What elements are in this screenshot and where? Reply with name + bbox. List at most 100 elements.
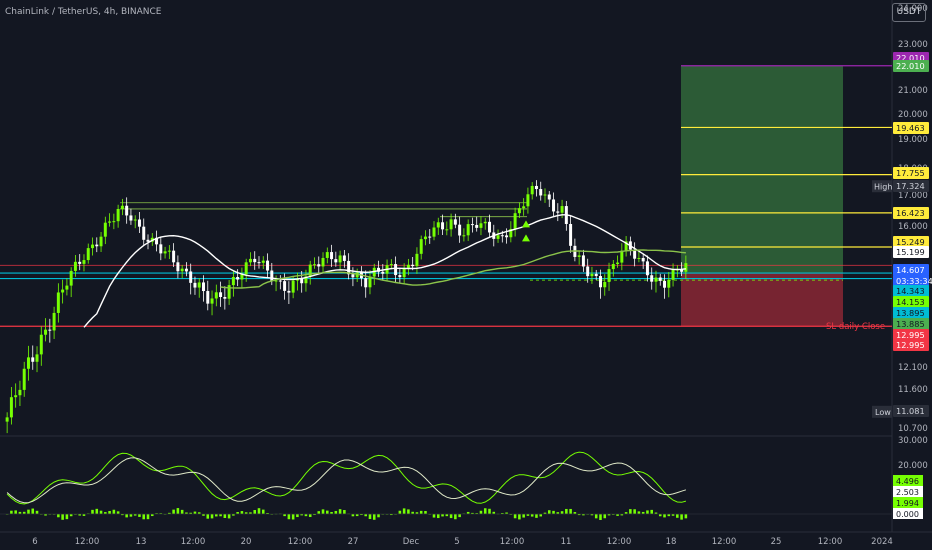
- candle-body: [82, 260, 86, 264]
- indicator-badge-bg: [893, 486, 923, 497]
- histogram-bar: [31, 508, 35, 514]
- candle-body: [586, 266, 590, 277]
- histogram-bar: [594, 514, 598, 519]
- candle-body: [291, 280, 295, 293]
- candle-body: [304, 276, 308, 284]
- histogram-bar: [61, 514, 64, 520]
- histogram-bar: [185, 512, 188, 514]
- candle-body: [505, 235, 509, 238]
- sl-annotation: SL daily Close: [826, 322, 885, 332]
- candle-body: [355, 272, 359, 278]
- candle-body: [483, 221, 487, 224]
- candle-body: [129, 215, 133, 221]
- indicator-axis-tick: 20.000: [898, 461, 928, 471]
- candle-body: [176, 262, 180, 272]
- histogram-bar: [641, 511, 645, 514]
- candle-body: [202, 282, 205, 292]
- histogram-bar: [658, 514, 662, 517]
- candle-body: [419, 239, 423, 254]
- candle-body: [223, 296, 227, 299]
- histogram-bar: [10, 510, 13, 514]
- histogram-bar: [95, 508, 99, 514]
- histogram-bar: [547, 510, 551, 514]
- histogram-bar: [172, 509, 175, 514]
- candle-body: [522, 206, 526, 209]
- candle-body: [283, 281, 287, 291]
- histogram-bar: [530, 514, 534, 517]
- candle-body: [462, 235, 466, 237]
- histogram-bar: [287, 514, 291, 520]
- histogram-bar: [22, 511, 26, 514]
- histogram-bar: [646, 510, 649, 514]
- candle-body: [159, 244, 163, 254]
- histogram-bar: [99, 510, 103, 514]
- candle-body: [308, 264, 312, 277]
- price-badge: 13.885: [896, 319, 925, 329]
- candle-body: [56, 292, 60, 313]
- candle-body: [530, 185, 534, 195]
- histogram-bar: [475, 513, 478, 514]
- histogram-bar: [78, 514, 81, 516]
- candle-body: [581, 255, 585, 267]
- candle-body: [65, 285, 69, 290]
- indicator-badge-bg: [893, 508, 923, 519]
- price-badge: 14.343: [896, 286, 925, 296]
- candle-body: [552, 199, 556, 212]
- price-badge: 11.081: [896, 406, 925, 416]
- candle-body: [377, 267, 381, 272]
- candle-body: [513, 213, 517, 229]
- currency-button[interactable]: USDT: [892, 3, 926, 22]
- histogram-bar: [441, 514, 444, 517]
- histogram-bar: [522, 514, 525, 518]
- candle-body: [381, 271, 385, 274]
- indicator-badge: 2.503: [896, 488, 919, 497]
- price-badge-bg: [893, 167, 929, 179]
- candle-body: [78, 261, 82, 264]
- candle-body: [189, 271, 193, 283]
- candle-body: [5, 417, 9, 422]
- candle-body: [197, 282, 201, 288]
- histogram-bar: [338, 509, 342, 514]
- candle-body: [227, 285, 231, 299]
- time-axis-tick: 5: [454, 537, 459, 547]
- candle-body: [103, 222, 107, 237]
- histogram-bar: [150, 514, 154, 517]
- histogram-bar: [483, 508, 487, 514]
- histogram-bar: [364, 514, 367, 517]
- candle-body: [560, 206, 564, 213]
- histogram-bar: [253, 510, 257, 514]
- indicator-badge: 0.000: [896, 510, 919, 519]
- candle-body: [428, 236, 432, 238]
- candle-body: [14, 395, 18, 398]
- buy-signal-icon: [522, 220, 530, 228]
- histogram-bar: [479, 510, 483, 514]
- low-label: Low: [875, 408, 891, 417]
- candle-body: [475, 224, 479, 228]
- histogram-bar: [552, 510, 555, 514]
- candle-body: [112, 221, 116, 223]
- histogram-bar: [526, 514, 530, 516]
- histogram-bar: [432, 514, 436, 518]
- histogram-bar: [390, 514, 393, 516]
- candle-body: [334, 259, 338, 263]
- histogram-bar: [454, 514, 457, 520]
- price-badge: 13.895: [896, 308, 925, 318]
- histogram-bar: [236, 512, 239, 514]
- time-axis-tick: 11: [561, 537, 572, 547]
- histogram-bar: [300, 514, 303, 516]
- candle-body: [423, 236, 427, 240]
- histogram-bar: [317, 511, 321, 514]
- candle-body: [108, 221, 112, 223]
- histogram-bar: [44, 514, 47, 516]
- price-axis-tick: 23.000: [898, 40, 928, 50]
- candle-body: [509, 228, 513, 238]
- histogram-bar: [35, 510, 39, 514]
- candle-body: [146, 239, 150, 242]
- candle-body: [69, 270, 73, 286]
- candle-body: [95, 244, 99, 247]
- candle-body: [569, 223, 573, 246]
- indicator-line: [6, 457, 687, 504]
- histogram-bar: [240, 511, 244, 514]
- histogram-bar: [82, 514, 86, 516]
